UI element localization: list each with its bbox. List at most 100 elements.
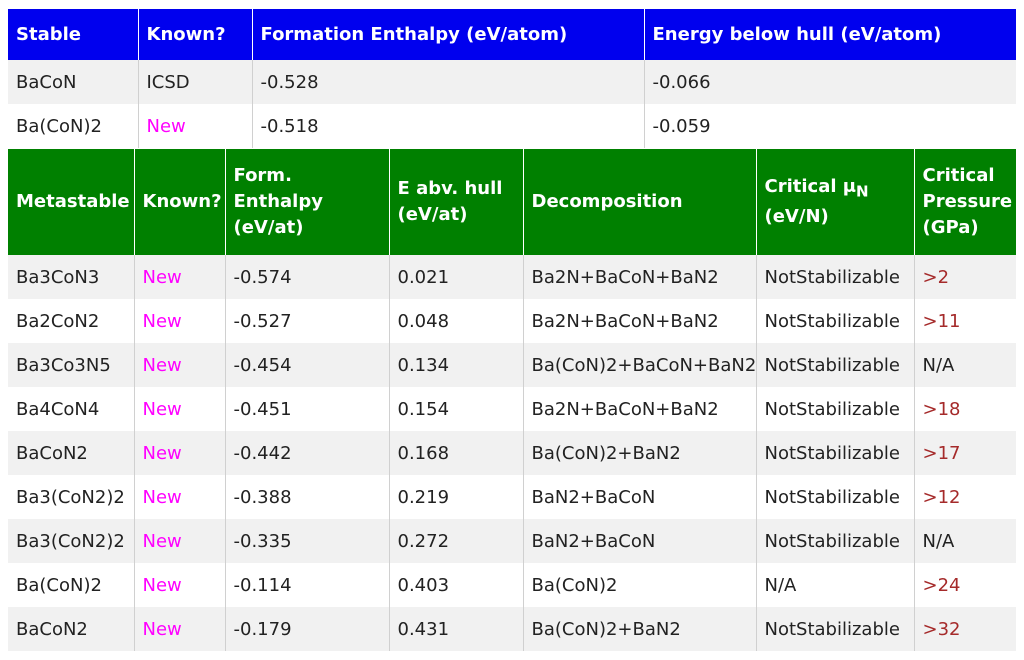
known-cell: ICSD — [138, 60, 253, 104]
known-cell: New — [134, 563, 226, 607]
decomposition-cell: Ba(CoN)2+BaN2 — [523, 607, 757, 651]
stable-header-formation-enthalpy: Formation Enthalpy (eV/atom) — [252, 9, 645, 60]
metastable-header-critical-mu: Critical μN (eV/N) — [756, 149, 915, 255]
known-cell: New — [134, 475, 226, 519]
critical-mu-cell: NotStabilizable — [756, 343, 915, 387]
critical-mu-cell: NotStabilizable — [756, 519, 915, 563]
compound-cell: BaCoN2 — [8, 607, 135, 651]
decomposition-cell: Ba2N+BaCoN+BaN2 — [523, 387, 757, 431]
known-cell: New — [134, 607, 226, 651]
e-above-hull-cell: 0.168 — [389, 431, 524, 475]
critical-pressure-cell: >18 — [914, 387, 1016, 431]
form-enthalpy-cell: -0.335 — [225, 519, 390, 563]
compound-cell: BaCoN2 — [8, 431, 135, 475]
form-enthalpy-cell: -0.454 — [225, 343, 390, 387]
critical-mu-label: Critical — [764, 175, 837, 197]
critical-mu-unit: (eV/N) — [764, 206, 829, 228]
form-enthalpy-cell: -0.574 — [225, 255, 390, 299]
e-above-hull-cell: 0.431 — [389, 607, 524, 651]
table-row: BaCoN2 New -0.442 0.168 Ba(CoN)2+BaN2 NotStab… — [8, 431, 1016, 475]
table-row: Ba3(CoN2)2 New -0.388 0.219 BaN2+BaCoN NotSta… — [8, 475, 1016, 519]
table-row: Ba3(CoN2)2 New -0.335 0.272 BaN2+BaCoN NotSta… — [8, 519, 1016, 563]
known-cell: New — [134, 387, 226, 431]
critical-mu-cell: NotStabilizable — [756, 475, 915, 519]
compound-cell: Ba3(CoN2)2 — [8, 519, 135, 563]
form-enthalpy-cell: -0.179 — [225, 607, 390, 651]
form-enthalpy-cell: -0.388 — [225, 475, 390, 519]
decomposition-cell: Ba2N+BaCoN+BaN2 — [523, 299, 757, 343]
energy-below-hull-cell: -0.059 — [644, 104, 1016, 148]
compound-cell: BaCoN — [8, 60, 139, 104]
e-above-hull-cell: 0.021 — [389, 255, 524, 299]
table-row: Ba3Co3N5 New -0.454 0.134 Ba(CoN)2+BaCoN+BaN… — [8, 343, 1016, 387]
critical-pressure-cell: >12 — [914, 475, 1016, 519]
known-cell: New — [134, 255, 226, 299]
compound-cell: Ba3(CoN2)2 — [8, 475, 135, 519]
known-cell: New — [138, 104, 253, 148]
decomposition-cell: Ba(CoN)2 — [523, 563, 757, 607]
critical-pressure-cell: >24 — [914, 563, 1016, 607]
metastable-header-critical-pressure: Critical Pressure (GPa) — [914, 149, 1016, 255]
form-enthalpy-cell: -0.527 — [225, 299, 390, 343]
table-row: BaCoN ICSD -0.528 -0.066 — [8, 60, 1016, 104]
metastable-header-name: Metastable — [8, 149, 135, 255]
critical-mu-cell: NotStabilizable — [756, 607, 915, 651]
critical-pressure-cell: >2 — [914, 255, 1016, 299]
formation-enthalpy-cell: -0.528 — [252, 60, 645, 104]
critical-mu-cell: NotStabilizable — [756, 387, 915, 431]
form-enthalpy-cell: -0.451 — [225, 387, 390, 431]
table-row: Ba2CoN2 New -0.527 0.048 Ba2N+BaCoN+BaN2 NotS… — [8, 299, 1016, 343]
compound-cell: Ba4CoN4 — [8, 387, 135, 431]
table-row: Ba4CoN4 New -0.451 0.154 Ba2N+BaCoN+BaN2 NotS… — [8, 387, 1016, 431]
compound-cell: Ba(CoN)2 — [8, 563, 135, 607]
stable-header-name: Stable — [8, 9, 139, 60]
metastable-header-e-above-hull: E abv. hull (eV/at) — [389, 149, 524, 255]
metastable-table: Metastable Known? Form. Enthalpy (eV/at)… — [8, 149, 1016, 651]
e-above-hull-cell: 0.134 — [389, 343, 524, 387]
critical-pressure-cell: >17 — [914, 431, 1016, 475]
table-row: Ba(CoN)2 New -0.518 -0.059 — [8, 104, 1016, 148]
e-above-hull-cell: 0.272 — [389, 519, 524, 563]
stable-header-known: Known? — [138, 9, 253, 60]
energy-below-hull-cell: -0.066 — [644, 60, 1016, 104]
table-row: BaCoN2 New -0.179 0.431 Ba(CoN)2+BaN2 NotStab… — [8, 607, 1016, 651]
critical-pressure-cell: >32 — [914, 607, 1016, 651]
compound-cell: Ba3CoN3 — [8, 255, 135, 299]
e-above-hull-cell: 0.219 — [389, 475, 524, 519]
compound-cell: Ba2CoN2 — [8, 299, 135, 343]
compound-cell: Ba(CoN)2 — [8, 104, 139, 148]
metastable-header-row: Metastable Known? Form. Enthalpy (eV/at)… — [8, 149, 1016, 255]
stable-header-energy-below-hull: Energy below hull (eV/atom) — [644, 9, 1016, 60]
stable-table: Stable Known? Formation Enthalpy (eV/ato… — [8, 9, 1016, 148]
critical-pressure-cell: >11 — [914, 299, 1016, 343]
metastable-body: Ba3CoN3 New -0.574 0.021 Ba2N+BaCoN+BaN2 NotS… — [8, 255, 1016, 651]
metastable-header-decomposition: Decomposition — [523, 149, 757, 255]
e-above-hull-cell: 0.048 — [389, 299, 524, 343]
metastable-header-known: Known? — [134, 149, 226, 255]
formation-enthalpy-cell: -0.518 — [252, 104, 645, 148]
table-row: Ba3CoN3 New -0.574 0.021 Ba2N+BaCoN+BaN2 NotS… — [8, 255, 1016, 299]
compound-cell: Ba3Co3N5 — [8, 343, 135, 387]
metastable-header-form-enthalpy: Form. Enthalpy (eV/at) — [225, 149, 390, 255]
decomposition-cell: Ba(CoN)2+BaCoN+BaN2 — [523, 343, 757, 387]
known-cell: New — [134, 519, 226, 563]
stable-header-row: Stable Known? Formation Enthalpy (eV/ato… — [8, 9, 1016, 60]
e-above-hull-cell: 0.154 — [389, 387, 524, 431]
critical-mu-cell: NotStabilizable — [756, 431, 915, 475]
known-cell: New — [134, 299, 226, 343]
decomposition-cell: BaN2+BaCoN — [523, 475, 757, 519]
form-enthalpy-cell: -0.114 — [225, 563, 390, 607]
critical-mu-cell: NotStabilizable — [756, 255, 915, 299]
known-cell: New — [134, 343, 226, 387]
critical-mu-subscript: N — [856, 182, 869, 201]
known-cell: New — [134, 431, 226, 475]
form-enthalpy-cell: -0.442 — [225, 431, 390, 475]
table-row: Ba(CoN)2 New -0.114 0.403 Ba(CoN)2 N/A >24 — [8, 563, 1016, 607]
critical-mu-cell: NotStabilizable — [756, 299, 915, 343]
critical-mu-cell: N/A — [756, 563, 915, 607]
e-above-hull-cell: 0.403 — [389, 563, 524, 607]
critical-pressure-cell: N/A — [914, 343, 1016, 387]
decomposition-cell: Ba(CoN)2+BaN2 — [523, 431, 757, 475]
decomposition-cell: Ba2N+BaCoN+BaN2 — [523, 255, 757, 299]
decomposition-cell: BaN2+BaCoN — [523, 519, 757, 563]
